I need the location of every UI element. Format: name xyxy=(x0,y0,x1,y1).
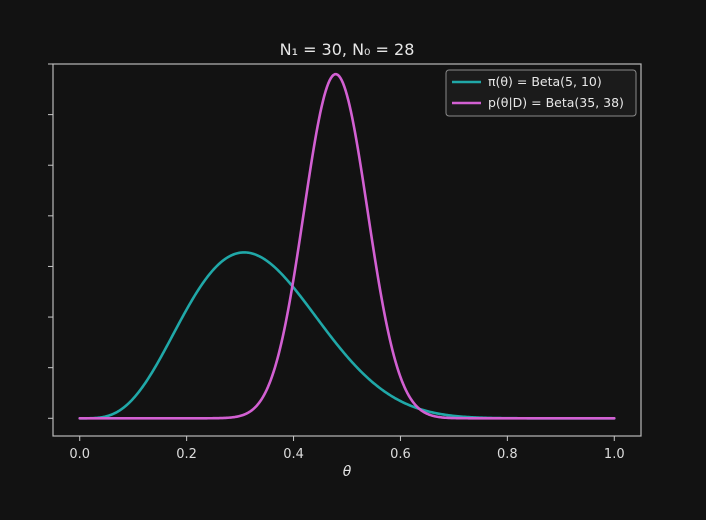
x-tick-label: 0.4 xyxy=(283,447,304,462)
y-axis xyxy=(48,63,53,419)
series-group xyxy=(78,72,616,420)
legend-box xyxy=(445,69,637,117)
axes-frame xyxy=(52,63,642,437)
x-tick-label: 0.6 xyxy=(390,447,411,462)
x-tick-label: 0.2 xyxy=(176,447,197,462)
legend: π(θ) = Beta(5, 10) p(θ|D) = Beta(35, 38) xyxy=(445,69,637,117)
legend-label-prior: π(θ) = Beta(5, 10) xyxy=(488,74,602,89)
x-tick-label: 0.0 xyxy=(69,447,90,462)
x-axis: 0.0 0.2 0.4 0.6 0.8 1.0 xyxy=(69,436,625,462)
series-line-posterior xyxy=(78,72,616,420)
series-line-prior xyxy=(78,251,616,420)
legend-label-posterior: p(θ|D) = Beta(35, 38) xyxy=(488,95,624,110)
x-axis-label: θ xyxy=(343,464,352,480)
x-tick-label: 0.8 xyxy=(497,447,518,462)
chart-title: N₁ = 30, N₀ = 28 xyxy=(280,40,415,59)
plot-area xyxy=(52,63,642,437)
x-tick-label: 1.0 xyxy=(604,447,625,462)
